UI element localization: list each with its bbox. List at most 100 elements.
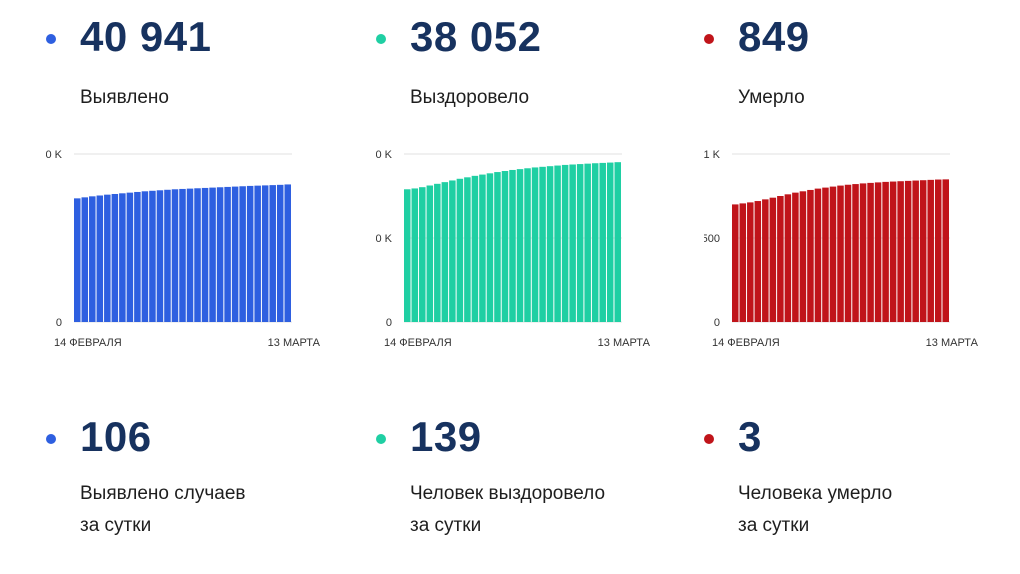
chart-bar: [754, 201, 762, 322]
deaths-daily-label-line1: Человека умерло: [738, 483, 893, 504]
x-start-label: 14 ФЕВРАЛЯ: [712, 337, 780, 349]
chart-bar: [269, 185, 276, 322]
x-start-label: 14 ФЕВРАЛЯ: [384, 337, 452, 349]
deaths-chart: 0 500 1 K 14 ФЕВРАЛЯ 13 МАРТА: [704, 149, 979, 349]
chart-bar: [844, 184, 852, 322]
deaths-daily-dot-icon: [704, 434, 714, 444]
chart-bar: [404, 189, 411, 322]
chart-bar: [912, 180, 919, 322]
chart-bar: [231, 186, 239, 322]
recovered-daily-label: Человек выздоровело за сутки: [410, 478, 605, 542]
confirmed-dot-icon: [46, 34, 56, 44]
chart-bar: [81, 197, 89, 322]
recovered-daily-dot-icon: [376, 434, 386, 444]
chart-bar: [209, 187, 216, 322]
chart-bar: [614, 162, 621, 322]
chart-bar: [769, 197, 777, 322]
panel-recovered: 38 052 Выздоровело 0 20 K 40 K 14 ФЕВРАЛЯ 13…: [376, 0, 696, 574]
chart-bar: [224, 186, 231, 322]
chart-bar: [762, 199, 769, 322]
chart-bar: [74, 198, 81, 322]
confirmed-daily-dot-icon: [46, 434, 56, 444]
chart-bar: [747, 202, 754, 322]
chart-bar: [464, 177, 471, 322]
chart-bar: [141, 191, 149, 322]
chart-bar: [584, 163, 591, 322]
recovered-total: 38 052: [410, 13, 542, 60]
chart-bar: [516, 169, 524, 322]
x-start-label: 14 ФЕВРАЛЯ: [54, 337, 122, 349]
deaths-daily-label: Человека умерло за сутки: [738, 478, 892, 542]
x-end-label: 13 МАРТА: [598, 337, 651, 349]
chart-bar: [261, 185, 269, 322]
chart-bar: [777, 196, 784, 322]
chart-bar: [126, 192, 134, 322]
chart-bar: [111, 193, 119, 322]
chart-bar: [179, 188, 186, 322]
recovered-daily-label-line1: Человек выздоровело: [410, 483, 606, 504]
chart-bar: [927, 179, 934, 322]
chart-bar: [829, 186, 837, 322]
chart-bar: [456, 178, 464, 322]
chart-bar: [441, 182, 449, 322]
chart-bar: [867, 182, 874, 322]
chart-bar: [419, 187, 426, 322]
recovered-chart: 0 20 K 40 K 14 ФЕВРАЛЯ 13 МАРТА: [376, 149, 651, 349]
chart-bar: [239, 186, 246, 322]
chart-bar: [276, 184, 284, 322]
chart-bar: [606, 162, 614, 322]
y-tick-label: 500: [704, 233, 720, 245]
chart-bar: [156, 190, 164, 322]
chart-bar: [852, 184, 859, 322]
chart-bar: [561, 164, 569, 322]
chart-bar: [201, 187, 209, 322]
confirmed-total-label: Выявлено: [80, 87, 169, 108]
chart-bar: [897, 181, 904, 322]
chart-bar: [784, 194, 792, 322]
chart-bar: [486, 173, 494, 322]
chart-bar: [254, 185, 261, 322]
deaths-daily: 3: [738, 413, 762, 460]
chart-bar: [546, 166, 554, 322]
chart-bar: [89, 196, 96, 322]
chart-bar: [859, 183, 867, 322]
chart-bar: [942, 179, 949, 322]
chart-bar: [149, 190, 156, 322]
confirmed-daily-label-line1: Выявлено случаев: [80, 483, 246, 504]
confirmed-daily-label: Выявлено случаев за сутки: [80, 478, 245, 542]
chart-bar: [471, 175, 479, 322]
chart-bar: [569, 164, 576, 322]
chart-bar: [807, 189, 814, 322]
recovered-daily-row: 139: [376, 412, 482, 462]
chart-bar: [194, 188, 201, 322]
chart-bar: [171, 189, 179, 322]
chart-bar: [104, 194, 111, 322]
y-tick-label: 20 K: [376, 233, 393, 245]
chart-bar: [216, 187, 224, 322]
confirmed-total-row: 40 941: [46, 12, 211, 62]
y-tick-label: 0: [56, 317, 62, 329]
y-tick-label: 0: [386, 317, 392, 329]
confirmed-chart: 0 50 K 14 ФЕВРАЛЯ 13 МАРТА: [46, 149, 321, 349]
chart-bar: [904, 180, 912, 322]
chart-bar: [591, 163, 599, 322]
confirmed-daily-row: 106: [46, 412, 152, 462]
chart-bar: [837, 185, 844, 322]
chart-bar: [449, 180, 456, 322]
chart-bar: [96, 195, 104, 322]
chart-bar: [539, 166, 546, 322]
chart-bar: [164, 189, 171, 322]
recovered-dot-icon: [376, 34, 386, 44]
chart-bar: [919, 180, 927, 322]
chart-bar: [411, 188, 419, 322]
chart-bar: [882, 181, 889, 322]
chart-bar: [799, 191, 807, 322]
chart-bar: [889, 181, 897, 322]
deaths-total: 849: [738, 13, 810, 60]
chart-bar: [284, 184, 291, 322]
chart-bar: [524, 168, 531, 322]
chart-bar: [119, 193, 126, 322]
x-end-label: 13 МАРТА: [268, 337, 321, 349]
chart-bar: [479, 174, 486, 322]
